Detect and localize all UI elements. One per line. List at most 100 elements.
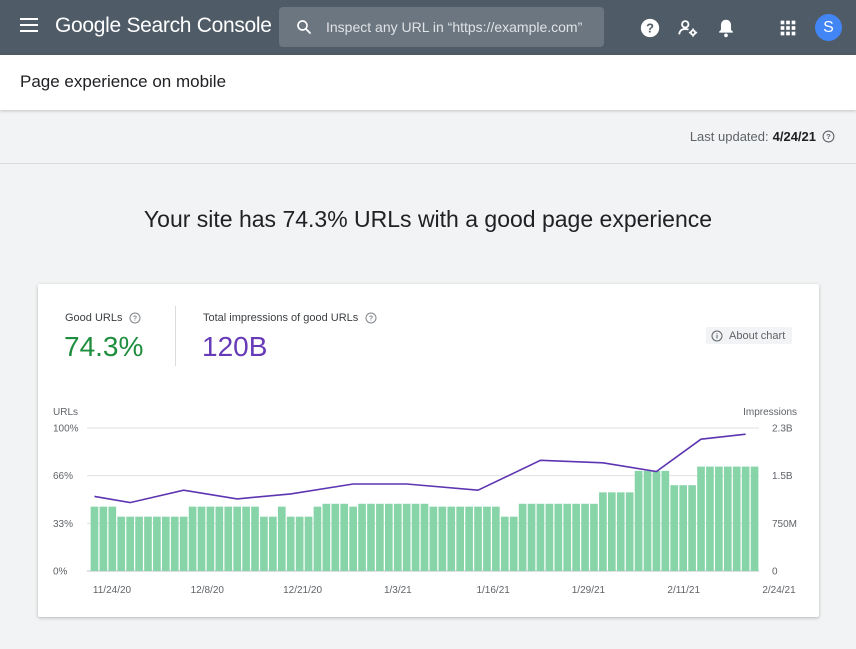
bar[interactable] [90, 506, 99, 571]
bar[interactable] [590, 503, 598, 571]
search-box[interactable] [279, 7, 604, 47]
bar[interactable] [197, 506, 206, 571]
bar[interactable] [349, 506, 357, 571]
bar[interactable] [429, 506, 438, 571]
page-title: Page experience on mobile [20, 72, 227, 91]
bar[interactable] [697, 466, 705, 571]
bar[interactable] [411, 503, 420, 571]
search-input[interactable] [326, 7, 596, 47]
bar[interactable] [741, 466, 750, 571]
bar[interactable] [500, 516, 509, 571]
bar[interactable] [179, 516, 188, 571]
about-chart-button[interactable]: About chart [706, 327, 793, 344]
bar[interactable] [295, 516, 304, 571]
bar[interactable] [277, 506, 286, 571]
bar[interactable] [233, 506, 242, 571]
bar[interactable] [616, 492, 625, 571]
apps-icon[interactable] [777, 17, 799, 39]
bar[interactable] [358, 503, 366, 571]
bar[interactable] [153, 516, 161, 571]
bar[interactable] [420, 503, 429, 571]
bar[interactable] [126, 516, 134, 571]
bar[interactable] [572, 503, 580, 571]
bar[interactable] [732, 466, 741, 571]
bar[interactable] [706, 466, 714, 571]
menu-icon[interactable] [20, 18, 40, 36]
bar[interactable] [331, 503, 340, 571]
bar[interactable] [144, 516, 152, 571]
help-circle-icon[interactable]: ? [129, 312, 141, 324]
help-icon[interactable]: ? [639, 17, 661, 39]
bar[interactable] [161, 516, 170, 571]
bar[interactable] [607, 492, 616, 571]
help-circle-icon[interactable]: ? [365, 312, 377, 324]
bar[interactable] [723, 466, 732, 571]
bar[interactable] [688, 485, 696, 571]
bar[interactable] [224, 506, 233, 571]
bar[interactable] [251, 506, 259, 571]
bar[interactable] [661, 470, 670, 571]
manage-users-icon[interactable] [677, 17, 699, 39]
bar[interactable] [750, 466, 759, 571]
good-urls-metric[interactable]: Good URLs ? [65, 312, 141, 324]
bar[interactable] [554, 503, 563, 571]
bar[interactable] [99, 506, 108, 571]
avatar[interactable]: S [815, 14, 842, 41]
impressions-label: Total impressions of good URLs [203, 312, 359, 324]
bar[interactable] [260, 516, 268, 571]
x-axis-tick: 1/3/21 [384, 585, 412, 596]
metric-divider [175, 306, 176, 366]
app-title[interactable]: Google Search Console [55, 14, 272, 37]
bar[interactable] [643, 470, 652, 571]
bar[interactable] [286, 516, 295, 571]
bar[interactable] [536, 503, 545, 571]
notifications-icon[interactable] [715, 17, 737, 39]
good-urls-value: 74.3% [64, 331, 144, 362]
search-icon [297, 20, 311, 34]
bar[interactable] [188, 506, 197, 571]
bar[interactable] [492, 506, 500, 571]
bar[interactable] [170, 516, 179, 571]
bar[interactable] [527, 503, 536, 571]
bar[interactable] [456, 506, 465, 571]
bar[interactable] [117, 516, 126, 571]
bar[interactable] [652, 470, 661, 571]
bar[interactable] [384, 503, 393, 571]
bar[interactable] [215, 506, 224, 571]
bar[interactable] [393, 503, 402, 571]
bar[interactable] [242, 506, 250, 571]
bar[interactable] [483, 506, 491, 571]
bar[interactable] [509, 516, 518, 571]
help-circle-icon[interactable]: ? [822, 130, 835, 143]
bar[interactable] [670, 485, 679, 571]
bar[interactable] [376, 503, 384, 571]
bar[interactable] [108, 506, 117, 571]
bar[interactable] [474, 506, 482, 571]
bar[interactable] [304, 516, 313, 571]
bar[interactable] [206, 506, 215, 571]
svg-text:?: ? [646, 21, 654, 36]
bar[interactable] [367, 503, 375, 571]
bar[interactable] [465, 506, 473, 571]
bar[interactable] [438, 506, 447, 571]
bar[interactable] [545, 503, 554, 571]
bar[interactable] [581, 503, 589, 571]
bar[interactable] [322, 503, 331, 571]
bar[interactable] [563, 503, 572, 571]
x-axis-tick: 1/29/21 [572, 585, 606, 596]
bar[interactable] [634, 470, 643, 571]
bar[interactable] [625, 492, 634, 571]
bar[interactable] [715, 466, 723, 571]
impressions-line[interactable] [94, 433, 746, 504]
bar[interactable] [518, 503, 527, 571]
bar[interactable] [313, 506, 322, 571]
bar[interactable] [340, 503, 349, 571]
impressions-metric[interactable]: Total impressions of good URLs ? [203, 312, 377, 324]
bar[interactable] [599, 492, 607, 571]
bar[interactable] [135, 516, 143, 571]
bar[interactable] [269, 516, 277, 571]
bar[interactable] [447, 506, 456, 571]
bar[interactable] [402, 503, 411, 571]
bar[interactable] [679, 485, 688, 571]
last-updated-date: 4/24/21 [772, 129, 816, 144]
